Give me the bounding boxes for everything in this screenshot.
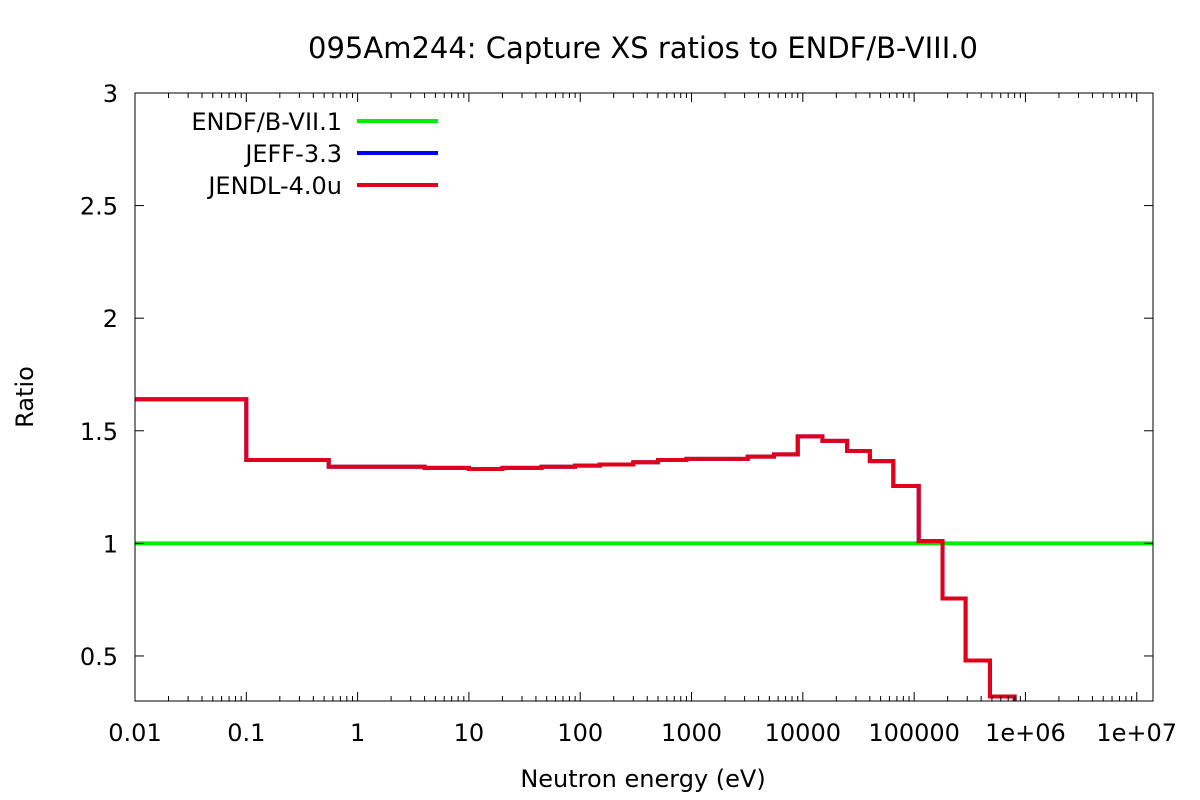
legend-label-jeff-3-3: JEFF-3.3 bbox=[243, 140, 342, 168]
series-layer bbox=[135, 397, 1153, 701]
y-tick-label: 1.5 bbox=[80, 418, 118, 446]
series-line-jendl-4-0u bbox=[135, 397, 1017, 701]
series-line-jeff-3-3 bbox=[135, 397, 1017, 701]
x-tick-label: 100 bbox=[557, 719, 603, 747]
x-axis: 0.01 0.1 1 10 100 1000 10000 100000 1e+06 1e+07 bbox=[108, 93, 1177, 747]
y-tick-label: 1 bbox=[103, 530, 118, 558]
x-tick-label: 1 bbox=[350, 719, 365, 747]
x-tick-label: 10 bbox=[454, 719, 485, 747]
legend-label-endf-b-vii-1: ENDF/B-VII.1 bbox=[191, 108, 342, 136]
y-tick-label: 3 bbox=[103, 80, 118, 108]
y-tick-label: 0.5 bbox=[80, 643, 118, 671]
y-axis-label: Ratio bbox=[11, 366, 39, 428]
x-tick-label: 1e+07 bbox=[1096, 719, 1177, 747]
y-tick-label: 2.5 bbox=[80, 193, 118, 221]
chart-title: 095Am244: Capture XS ratios to ENDF/B-VI… bbox=[308, 31, 978, 65]
x-tick-label: 0.1 bbox=[227, 719, 265, 747]
plot-frame bbox=[134, 92, 1154, 702]
legend-label-jendl-4-0u: JENDL-4.0u bbox=[206, 172, 342, 200]
y-tick-label: 2 bbox=[103, 305, 118, 333]
x-tick-label: 100000 bbox=[868, 719, 960, 747]
x-tick-label: 1e+06 bbox=[985, 719, 1066, 747]
legend: ENDF/B-VII.1 JEFF-3.3 JENDL-4.0u bbox=[191, 108, 438, 200]
x-tick-label: 1000 bbox=[661, 719, 722, 747]
y-axis: 0.5 1 1.5 2 2.5 3 bbox=[80, 80, 1153, 671]
x-tick-label: 10000 bbox=[765, 719, 841, 747]
x-tick-label: 0.01 bbox=[108, 719, 161, 747]
x-axis-label: Neutron energy (eV) bbox=[520, 765, 765, 793]
